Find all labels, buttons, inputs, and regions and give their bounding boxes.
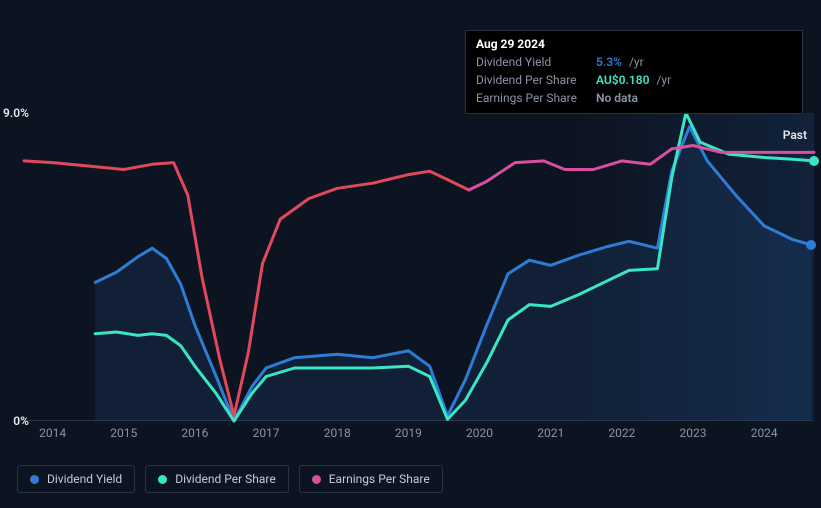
series-end-dot — [809, 156, 819, 166]
x-tick: 2017 — [253, 426, 280, 440]
x-tick: 2023 — [680, 426, 707, 440]
tooltip-rows: Dividend Yield5.3% /yrDividend Per Share… — [476, 53, 792, 107]
legend-dot-icon — [158, 475, 167, 484]
legend-item-label: Earnings Per Share — [329, 472, 430, 486]
tooltip-row-label: Earnings Per Share — [476, 89, 596, 107]
tooltip-row-label: Dividend Per Share — [476, 71, 596, 89]
x-tick: 2016 — [181, 426, 208, 440]
x-tick: 2018 — [324, 426, 351, 440]
chart-plot-area: 9.0% 0% — [17, 113, 814, 421]
x-axis: 2014 2015 2016 2017 2018 2019 2020 2021 2022 2023… — [17, 426, 814, 446]
x-tick: 2024 — [751, 426, 778, 440]
series-end-dot — [806, 240, 816, 250]
legend-item-label: Dividend Per Share — [175, 472, 276, 486]
tooltip-row-value: AU$0.180 /yr — [596, 71, 671, 89]
chart-legend: Dividend Yield Dividend Per Share Earnings… — [17, 465, 443, 493]
legend-item[interactable]: Dividend Yield — [17, 465, 135, 493]
chart-svg — [17, 113, 814, 421]
x-tick: 2021 — [537, 426, 564, 440]
x-tick: 2014 — [39, 426, 66, 440]
tooltip-row-label: Dividend Yield — [476, 53, 596, 71]
tooltip-row-value: 5.3% /yr — [596, 53, 644, 71]
tooltip-row-unit: /yr — [653, 73, 671, 87]
x-tick: 2019 — [395, 426, 422, 440]
legend-dot-icon — [312, 475, 321, 484]
tooltip-row: Earnings Per ShareNo data — [476, 89, 792, 107]
chart-tooltip: Aug 29 2024 Dividend Yield5.3% /yrDivide… — [465, 30, 803, 114]
legend-item[interactable]: Dividend Per Share — [145, 465, 289, 493]
x-tick: 2022 — [608, 426, 635, 440]
past-label: Past — [783, 128, 807, 142]
legend-dot-icon — [30, 475, 39, 484]
legend-item[interactable]: Earnings Per Share — [299, 465, 443, 493]
tooltip-row: Dividend Per ShareAU$0.180 /yr — [476, 71, 792, 89]
tooltip-row: Dividend Yield5.3% /yr — [476, 53, 792, 71]
tooltip-row-value: No data — [596, 89, 638, 107]
tooltip-row-unit: /yr — [626, 55, 644, 69]
x-tick: 2015 — [110, 426, 137, 440]
x-tick: 2020 — [466, 426, 493, 440]
tooltip-date: Aug 29 2024 — [476, 37, 792, 51]
legend-item-label: Dividend Yield — [47, 472, 122, 486]
